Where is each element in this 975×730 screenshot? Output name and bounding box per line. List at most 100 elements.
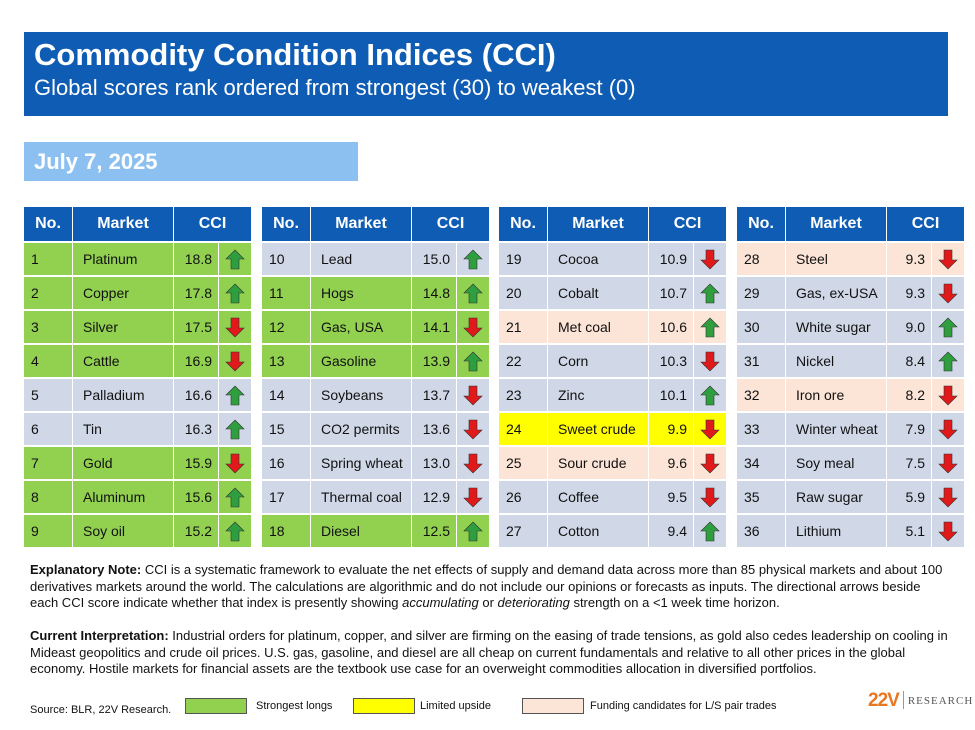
market-cell: Spring wheat [311, 447, 411, 479]
column-header-market: Market [786, 207, 886, 241]
arrow-up-icon [463, 249, 483, 269]
rank-cell: 4 [24, 345, 72, 377]
arrow-down-icon [225, 317, 245, 337]
rank-cell: 20 [499, 277, 547, 309]
legend-peach-label: Funding candidates for L/S pair trades [590, 700, 777, 712]
trend-cell [932, 311, 964, 343]
table-row: 4 Cattle 16.9 [24, 345, 251, 377]
cci-score-cell: 16.9 [174, 345, 218, 377]
rank-cell: 22 [499, 345, 547, 377]
table-row: 15 CO2 permits 13.6 [262, 413, 489, 445]
table-row: 1 Platinum 18.8 [24, 243, 251, 275]
table-row: 14 Soybeans 13.7 [262, 379, 489, 411]
trend-cell [219, 515, 251, 547]
column-header-no: No. [737, 207, 785, 241]
table-row: 17 Thermal coal 12.9 [262, 481, 489, 513]
explanatory-label: Explanatory Note: [30, 562, 142, 577]
market-cell: Iron ore [786, 379, 886, 411]
legend-yellow-label: Limited upside [420, 700, 491, 712]
cci-score-cell: 9.3 [887, 277, 931, 309]
trend-cell [219, 379, 251, 411]
rank-cell: 12 [262, 311, 310, 343]
arrow-down-icon [463, 317, 483, 337]
cci-score-cell: 14.1 [412, 311, 456, 343]
table-header-row: No. Market CCI [24, 207, 251, 241]
column-header-no: No. [24, 207, 72, 241]
legend-swatch-peach [522, 698, 584, 714]
market-cell: Met coal [548, 311, 648, 343]
arrow-down-icon [700, 453, 720, 473]
arrow-down-icon [938, 453, 958, 473]
table-row: 36 Lithium 5.1 [737, 515, 964, 547]
cci-score-cell: 17.8 [174, 277, 218, 309]
trend-cell [694, 243, 726, 275]
market-cell: Cotton [548, 515, 648, 547]
cci-score-cell: 16.6 [174, 379, 218, 411]
rank-cell: 18 [262, 515, 310, 547]
market-cell: Soy meal [786, 447, 886, 479]
trend-cell [219, 447, 251, 479]
rank-cell: 21 [499, 311, 547, 343]
table-row: 5 Palladium 16.6 [24, 379, 251, 411]
arrow-up-icon [938, 317, 958, 337]
rank-cell: 32 [737, 379, 785, 411]
cci-score-cell: 15.2 [174, 515, 218, 547]
market-cell: Soy oil [73, 515, 173, 547]
table-row: 19 Cocoa 10.9 [499, 243, 726, 275]
rank-cell: 33 [737, 413, 785, 445]
table-row: 27 Cotton 9.4 [499, 515, 726, 547]
trend-cell [457, 379, 489, 411]
rank-cell: 26 [499, 481, 547, 513]
market-cell: Hogs [311, 277, 411, 309]
trend-cell [932, 243, 964, 275]
table-row: 28 Steel 9.3 [737, 243, 964, 275]
report-date: July 7, 2025 [34, 149, 158, 174]
explanatory-text-1: CCI is a systematic framework to evaluat… [30, 562, 943, 610]
trend-cell [694, 515, 726, 547]
table-row: 29 Gas, ex-USA 9.3 [737, 277, 964, 309]
column-header-cci: CCI [174, 207, 251, 241]
cci-score-cell: 15.9 [174, 447, 218, 479]
trend-cell [457, 311, 489, 343]
rank-cell: 11 [262, 277, 310, 309]
market-cell: Sweet crude [548, 413, 648, 445]
table-row: 32 Iron ore 8.2 [737, 379, 964, 411]
legend-green-label: Strongest longs [256, 700, 333, 712]
market-cell: Nickel [786, 345, 886, 377]
arrow-up-icon [225, 249, 245, 269]
arrow-down-icon [938, 249, 958, 269]
arrow-down-icon [225, 351, 245, 371]
table-row: 24 Sweet crude 9.9 [499, 413, 726, 445]
cci-score-cell: 15.0 [412, 243, 456, 275]
column-header-cci: CCI [887, 207, 964, 241]
rank-cell: 25 [499, 447, 547, 479]
table-row: 7 Gold 15.9 [24, 447, 251, 479]
cci-score-cell: 13.0 [412, 447, 456, 479]
arrow-up-icon [225, 487, 245, 507]
arrow-down-icon [938, 283, 958, 303]
market-cell: Silver [73, 311, 173, 343]
trend-cell [694, 481, 726, 513]
logo-number: 22V [868, 690, 900, 711]
rank-cell: 27 [499, 515, 547, 547]
table-row: 20 Cobalt 10.7 [499, 277, 726, 309]
table-row: 22 Corn 10.3 [499, 345, 726, 377]
date-banner: July 7, 2025 [24, 142, 358, 181]
arrow-up-icon [225, 385, 245, 405]
cci-score-cell: 9.0 [887, 311, 931, 343]
market-cell: Raw sugar [786, 481, 886, 513]
arrow-down-icon [938, 521, 958, 541]
market-cell: Gas, ex-USA [786, 277, 886, 309]
table-row: 30 White sugar 9.0 [737, 311, 964, 343]
trend-cell [932, 447, 964, 479]
table-row: 31 Nickel 8.4 [737, 345, 964, 377]
trend-cell [932, 379, 964, 411]
cci-score-cell: 17.5 [174, 311, 218, 343]
table-row: 35 Raw sugar 5.9 [737, 481, 964, 513]
market-cell: Gold [73, 447, 173, 479]
trend-cell [457, 277, 489, 309]
cci-score-cell: 18.8 [174, 243, 218, 275]
market-cell: White sugar [786, 311, 886, 343]
rank-cell: 13 [262, 345, 310, 377]
market-cell: Zinc [548, 379, 648, 411]
